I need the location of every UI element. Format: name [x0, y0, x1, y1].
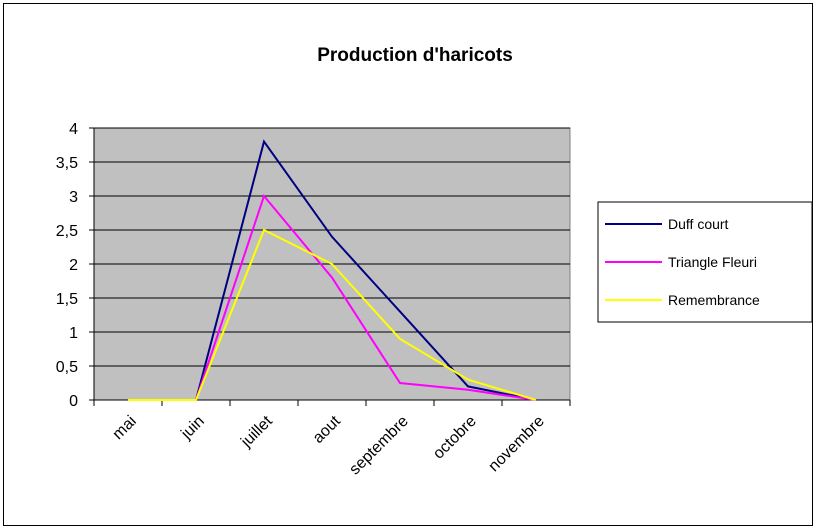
y-tick-label: 0,5 — [56, 359, 78, 376]
y-tick-label: 1,5 — [56, 291, 78, 308]
x-tick-label: aout — [310, 412, 344, 446]
x-tick-label: juillet — [237, 412, 276, 451]
y-tick-label: 0 — [69, 393, 78, 410]
legend-label: Triangle Fleuri — [668, 254, 757, 270]
chart-title: Production d'haricots — [317, 45, 513, 66]
x-tick-label: juin — [177, 413, 207, 443]
y-tick-label: 3,5 — [56, 155, 78, 172]
legend-label: Duff court — [668, 216, 729, 232]
y-tick-label: 4 — [69, 121, 78, 138]
y-tick-label: 3 — [69, 189, 78, 206]
y-tick-label: 1 — [69, 325, 78, 342]
x-tick-label: septembre — [346, 413, 412, 479]
chart: Production d'haricots 0 0,5 1 1,5 2 2,5 3 3,5 4 m… — [56, 45, 813, 479]
chart-frame: Production d'haricots 0 0,5 1 1,5 2 2,5 3 3,5 4 m… — [3, 3, 813, 526]
legend-label: Remembrance — [668, 292, 760, 308]
y-tick-label: 2,5 — [56, 223, 78, 240]
x-tick-label: mai — [110, 413, 140, 443]
x-tick-label: novembre — [485, 413, 547, 475]
series-line-3 — [128, 228, 537, 401]
y-tick-label: 2 — [69, 257, 78, 274]
x-tick-label: octobre — [430, 413, 480, 463]
